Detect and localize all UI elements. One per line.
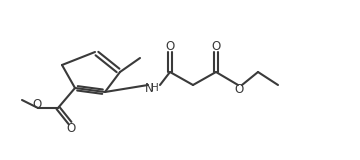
Text: N: N [145,81,153,95]
Text: O: O [211,40,221,52]
Text: H: H [151,83,159,93]
Text: O: O [234,83,244,96]
Text: O: O [66,121,76,135]
Text: O: O [165,40,175,52]
Text: O: O [32,99,42,112]
